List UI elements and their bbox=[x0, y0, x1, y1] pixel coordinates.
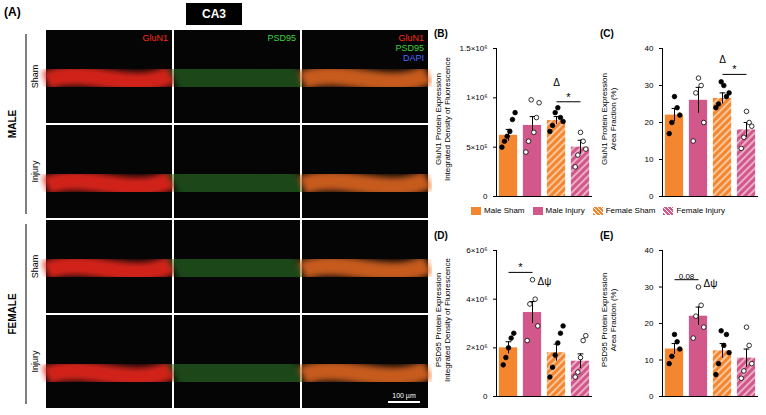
svg-text:1×10⁶: 1×10⁶ bbox=[466, 93, 487, 102]
svg-text:30: 30 bbox=[645, 283, 654, 292]
svg-text:2×10⁶: 2×10⁶ bbox=[466, 343, 487, 352]
svg-text:100 µm: 100 µm bbox=[392, 392, 416, 400]
svg-text:GluN1: GluN1 bbox=[142, 33, 168, 43]
svg-text:GluN1: GluN1 bbox=[398, 33, 424, 43]
svg-text:40: 40 bbox=[645, 246, 654, 255]
svg-text:0: 0 bbox=[483, 392, 488, 400]
html-text:Female Injury: Female Injury bbox=[676, 206, 725, 215]
html-text:GluN1 Protein Expression: GluN1 Protein Expression bbox=[434, 73, 443, 165]
svg-text:Injury: Injury bbox=[30, 160, 40, 183]
svg-text:DAPI: DAPI bbox=[403, 53, 424, 63]
svg-text:40: 40 bbox=[645, 44, 654, 53]
html-text:Area Fraction (%): Area Fraction (%) bbox=[609, 87, 618, 151]
html-text:(D): (D) bbox=[434, 230, 448, 241]
svg-text:Injury: Injury bbox=[30, 350, 40, 373]
svg-text:PSD95: PSD95 bbox=[267, 33, 296, 43]
svg-text:10: 10 bbox=[645, 155, 654, 164]
svg-text:*: * bbox=[566, 91, 571, 103]
svg-text:10: 10 bbox=[645, 356, 654, 365]
html-text:(C): (C) bbox=[600, 28, 614, 39]
svg-text:FEMALE: FEMALE bbox=[7, 293, 18, 334]
svg-text:0: 0 bbox=[483, 192, 488, 200]
svg-text:5×10⁵: 5×10⁵ bbox=[466, 143, 487, 152]
svg-text:Sham: Sham bbox=[30, 255, 40, 279]
svg-text:0: 0 bbox=[649, 392, 654, 400]
html-text:Female Sham: Female Sham bbox=[605, 206, 656, 215]
svg-text:4×10⁶: 4×10⁶ bbox=[466, 295, 487, 304]
svg-text:Δψ: Δψ bbox=[538, 276, 552, 287]
svg-text:CA3: CA3 bbox=[202, 7, 226, 21]
html-text:PSD95 Protein Expression: PSD95 Protein Expression bbox=[434, 272, 443, 368]
svg-text:30: 30 bbox=[645, 81, 654, 90]
svg-text:1.5×10⁶: 1.5×10⁶ bbox=[460, 44, 488, 53]
svg-text:PSD95: PSD95 bbox=[395, 43, 424, 53]
html-text:Integrated Density of Fluoresc: Integrated Density of Fluorescence bbox=[443, 57, 452, 181]
svg-text:MALE: MALE bbox=[7, 110, 18, 139]
html-text:(E): (E) bbox=[600, 230, 614, 241]
svg-text:(A): (A) bbox=[4, 5, 21, 19]
svg-text:20: 20 bbox=[645, 319, 654, 328]
svg-text:*: * bbox=[732, 63, 737, 75]
svg-text:Δ: Δ bbox=[719, 54, 726, 65]
html-text:PSD95 Protein Expression: PSD95 Protein Expression bbox=[600, 272, 609, 368]
svg-text:*: * bbox=[518, 261, 523, 273]
svg-text:Δ: Δ bbox=[553, 77, 560, 88]
html-text:GluN1 Protein Expression: GluN1 Protein Expression bbox=[600, 73, 609, 165]
svg-text:Δψ: Δψ bbox=[704, 278, 718, 289]
html-text:Male Injury: Male Injury bbox=[545, 206, 585, 215]
html-text:Integrated Density of Fluoresc: Integrated Density of Fluorescence bbox=[443, 258, 452, 382]
svg-text:0: 0 bbox=[649, 192, 654, 200]
svg-text:0.08: 0.08 bbox=[679, 272, 695, 281]
html-text:Male Sham: Male Sham bbox=[484, 206, 525, 215]
html-text:Area Fraction (%): Area Fraction (%) bbox=[609, 288, 618, 352]
svg-text:6×10⁶: 6×10⁶ bbox=[466, 246, 487, 255]
html-text:(B): (B) bbox=[434, 28, 448, 39]
svg-text:Sham: Sham bbox=[30, 65, 40, 89]
svg-text:20: 20 bbox=[645, 118, 654, 127]
